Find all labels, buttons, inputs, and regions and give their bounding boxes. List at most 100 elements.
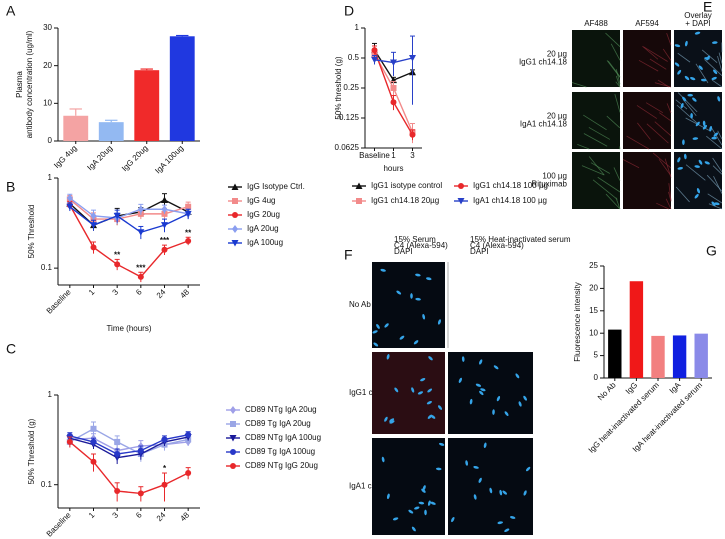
nucleus [695,121,700,127]
tissue-fiber [711,79,723,88]
nucleus [692,137,699,140]
nucleus [680,103,684,109]
nucleus [698,65,703,70]
column-header: + DAPI [685,19,711,28]
nucleus [438,442,445,446]
nucleus [480,388,486,392]
x-tick-label: 3 [111,510,121,520]
panel-letter: C [6,341,16,357]
y-axis-title: Plasma [15,71,24,98]
row-label: IgA1 ch14.18 [520,120,568,129]
nucleus [682,96,687,102]
nucleus [473,465,479,469]
nucleus [414,506,420,510]
data-point [114,261,121,268]
y-tick-label: 15 [589,306,598,315]
tissue-fiber [615,197,621,210]
nucleus [711,201,716,207]
tissue-fiber [638,59,659,72]
nucleus [411,526,416,532]
nucleus [422,313,426,320]
tissue-fiber [581,165,605,176]
tissue-fiber [666,103,672,114]
tissue-fiber [652,152,672,169]
annotation: *** [136,263,146,272]
panel-letter: A [6,3,16,19]
legend-label: CD89 NTg IgA 20ug [245,405,317,414]
tissue-fiber [713,176,723,194]
x-tick-label: 48 [178,287,191,300]
data-point [137,447,144,454]
y-tick-label: 1 [355,23,360,32]
y-tick-label: 0 [594,373,599,382]
nucleus [690,77,696,81]
annotation: * [163,464,167,473]
tissue-fiber [649,58,667,70]
data-point [66,203,74,211]
data-point [114,438,121,445]
nucleus [380,268,386,272]
nucleus [426,400,432,405]
micrograph [623,92,671,149]
x-tick-label: IgA 20ug [85,144,114,173]
nucleus [451,516,455,523]
tissue-fiber [615,81,621,88]
nucleus [415,273,421,277]
y-tick-label: 0.5 [348,53,360,62]
nucleus [504,411,509,417]
panel-letter: G [706,243,717,259]
nucleus [493,365,499,370]
bar [608,329,622,378]
data-point [161,196,168,204]
nucleus [381,456,385,463]
nucleus [461,356,465,362]
data-point [409,55,416,62]
bar [651,335,665,378]
tissue-fiber [615,69,621,85]
nucleus [711,76,717,80]
nucleus [496,395,501,402]
series-line [69,436,189,459]
legend-marker [231,183,239,190]
nucleus [525,466,531,472]
row-label: Rituximab [531,180,567,189]
nucleus [465,460,469,466]
nucleus [478,477,482,483]
y-tick-label: 25 [589,261,598,270]
row-label: No Ab [349,300,371,309]
nucleus [492,409,495,415]
nucleus [684,153,687,160]
legend-label: CD89 Tg IgA 100ug [245,447,315,456]
micrograph [372,438,445,535]
data-point [137,205,144,214]
legend-marker [229,435,237,442]
nucleus [713,132,719,137]
tissue-fiber [717,55,723,72]
tissue-fiber [571,82,587,88]
legend-label: CD89 Tg IgA 20ug [245,419,311,428]
x-tick-label: 24 [155,510,168,523]
nucleus [458,377,462,383]
x-tick-label: IgG 4ug [52,144,78,170]
tissue-fiber [666,32,672,46]
y-tick-label: 0.1 [41,263,53,272]
nucleus [696,188,701,194]
y-tick-label: 5 [594,351,599,360]
annotation: *** [160,236,170,245]
nucleus [427,388,433,393]
series-line [69,434,189,455]
series-line [69,427,189,455]
micrograph [448,438,533,535]
x-tick-label: 3 [111,287,121,297]
micrograph [623,152,671,209]
panel-letter: B [6,179,15,195]
x-tick-label: 1 [87,287,97,297]
y-tick-label: 30 [43,23,52,32]
series-line [69,197,189,219]
legend-marker [458,183,464,189]
tissue-fiber [707,193,723,204]
tissue-fiber [583,133,608,147]
x-tick-label: 6 [134,287,144,297]
nucleus [713,69,718,75]
nucleus [489,487,493,494]
